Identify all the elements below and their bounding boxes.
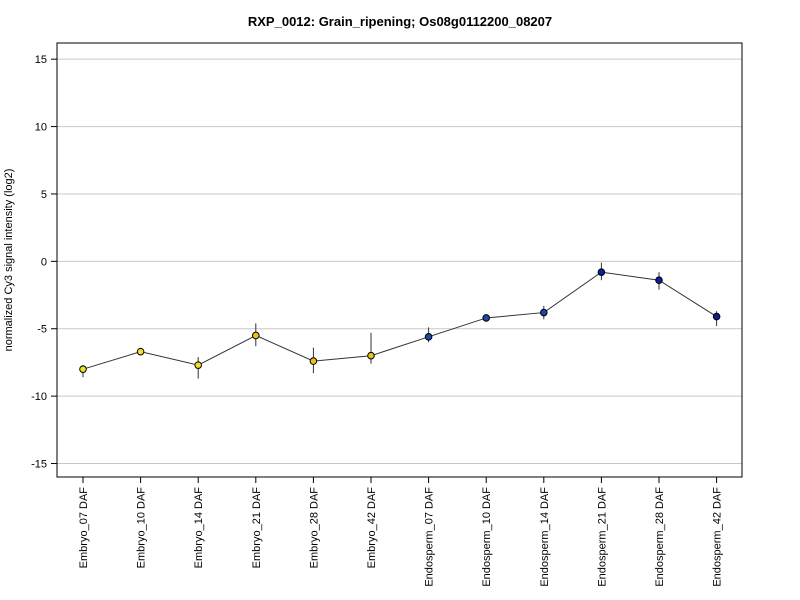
data-point: [482, 314, 491, 322]
data-point: [79, 365, 87, 373]
y-axis-label: normalized Cy3 signal intensity (log2): [3, 169, 15, 352]
data-point: [424, 333, 433, 341]
chart-title: RXP_0012: Grain_ripening; Os08g0112200_0…: [247, 14, 553, 29]
y-tick-label: -5: [37, 324, 47, 336]
y-tick-label: 15: [35, 54, 47, 66]
axes: [51, 42, 743, 483]
data-point: [367, 351, 375, 360]
data-point: [540, 308, 548, 317]
data-point: [712, 312, 721, 321]
data-point: [194, 361, 202, 369]
x-tick-label: Endosperm_10 DAF: [481, 487, 493, 587]
x-tick-label: Embryo_14 DAF: [193, 487, 205, 569]
x-tick-label: Endosperm_21 DAF: [596, 487, 608, 587]
x-tick-label: Embryo_42 DAF: [366, 487, 378, 569]
x-tick-label: Embryo_28 DAF: [308, 487, 320, 569]
x-tick-label: Endosperm_07 DAF: [424, 487, 436, 587]
tick-labels: -15 -10 -5 0 5 10 15 Embryo_07 DAF Embryo_10 DAF…: [31, 54, 724, 586]
plot-frame: [56, 42, 743, 478]
data-series: [79, 262, 721, 379]
x-tick-label: Embryo_21 DAF: [251, 487, 263, 569]
x-tick-label: Embryo_10 DAF: [136, 487, 148, 569]
y-tick-label: 0: [41, 256, 47, 268]
series-line: [82, 271, 717, 370]
y-tick-label: -10: [31, 391, 47, 403]
data-point: [252, 331, 260, 340]
y-tick-label: -15: [31, 459, 47, 471]
x-tick-label: Endosperm_42 DAF: [712, 487, 724, 587]
x-tick-label: Endosperm_28 DAF: [654, 487, 666, 587]
data-point: [309, 357, 318, 365]
data-point: [136, 347, 145, 356]
y-tick-label: 10: [35, 122, 47, 134]
x-tick-label: Embryo_07 DAF: [78, 487, 90, 569]
x-tick-label: Endosperm_14 DAF: [539, 487, 551, 587]
y-tick-label: 5: [41, 189, 47, 201]
data-point: [655, 276, 663, 285]
grid-lines: [57, 58, 742, 465]
data-point: [597, 268, 606, 276]
